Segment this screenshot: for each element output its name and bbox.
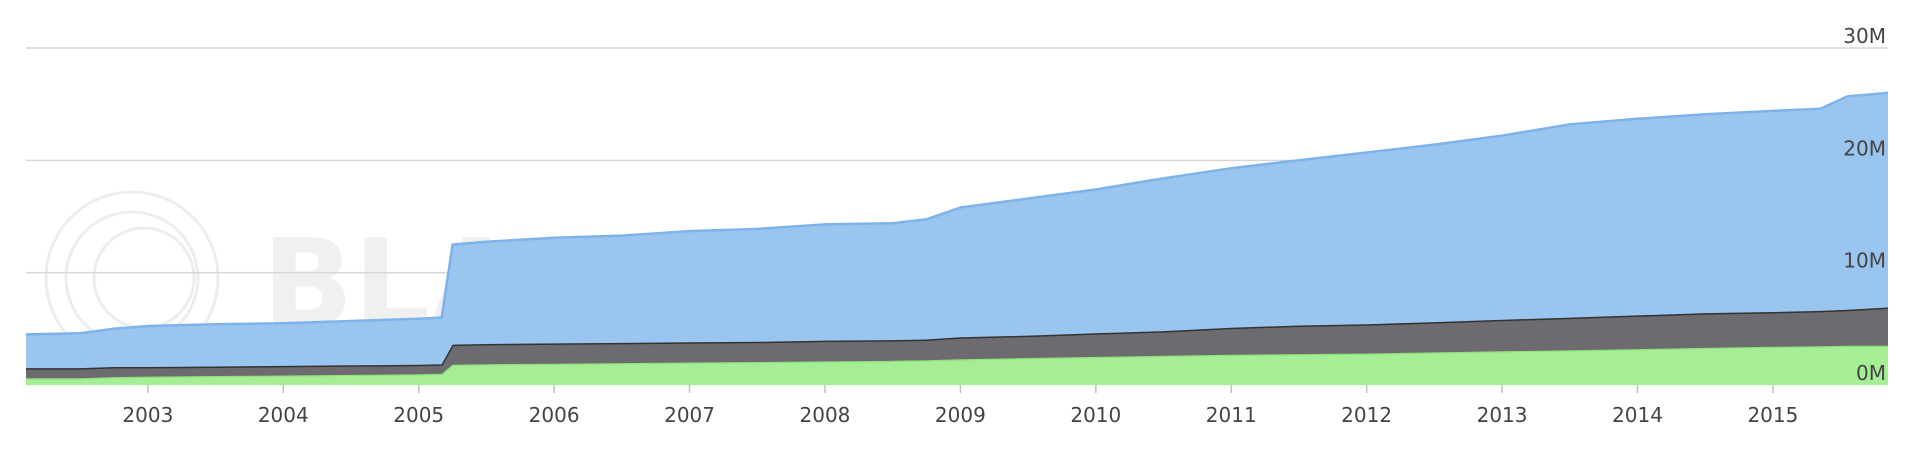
- x-tick-label: 2003: [122, 403, 173, 427]
- x-tick-label: 2007: [664, 403, 715, 427]
- x-tick-label: 2013: [1477, 403, 1528, 427]
- y-tick-label: 20M: [1843, 136, 1886, 160]
- series-area-1: [26, 307, 1888, 379]
- series-area-2: [26, 92, 1888, 369]
- x-axis-ticks: 2003 2004 2005 2006 2007 2008 2009 2010 2011 2012…: [122, 385, 1798, 427]
- x-tick-label: 2008: [800, 403, 851, 427]
- y-tick-label: 30M: [1843, 24, 1886, 48]
- x-tick-label: 2014: [1612, 403, 1663, 427]
- y-tick-label: 10M: [1843, 249, 1886, 273]
- x-tick-label: 2015: [1747, 403, 1798, 427]
- x-tick-label: 2012: [1341, 403, 1392, 427]
- y-axis-ticks: 0M 10M 20M 30M: [1843, 24, 1886, 385]
- series-area-0: [26, 345, 1888, 385]
- x-tick-label: 2006: [529, 403, 580, 427]
- x-tick-label: 2010: [1070, 403, 1121, 427]
- x-tick-label: 2011: [1206, 403, 1257, 427]
- x-tick-label: 2004: [258, 403, 309, 427]
- x-tick-label: 2005: [393, 403, 444, 427]
- series-line-2: [25, 91, 1889, 336]
- series-areas: [25, 91, 1889, 385]
- y-tick-label: 0M: [1856, 361, 1886, 385]
- x-tick-label: 2009: [935, 403, 986, 427]
